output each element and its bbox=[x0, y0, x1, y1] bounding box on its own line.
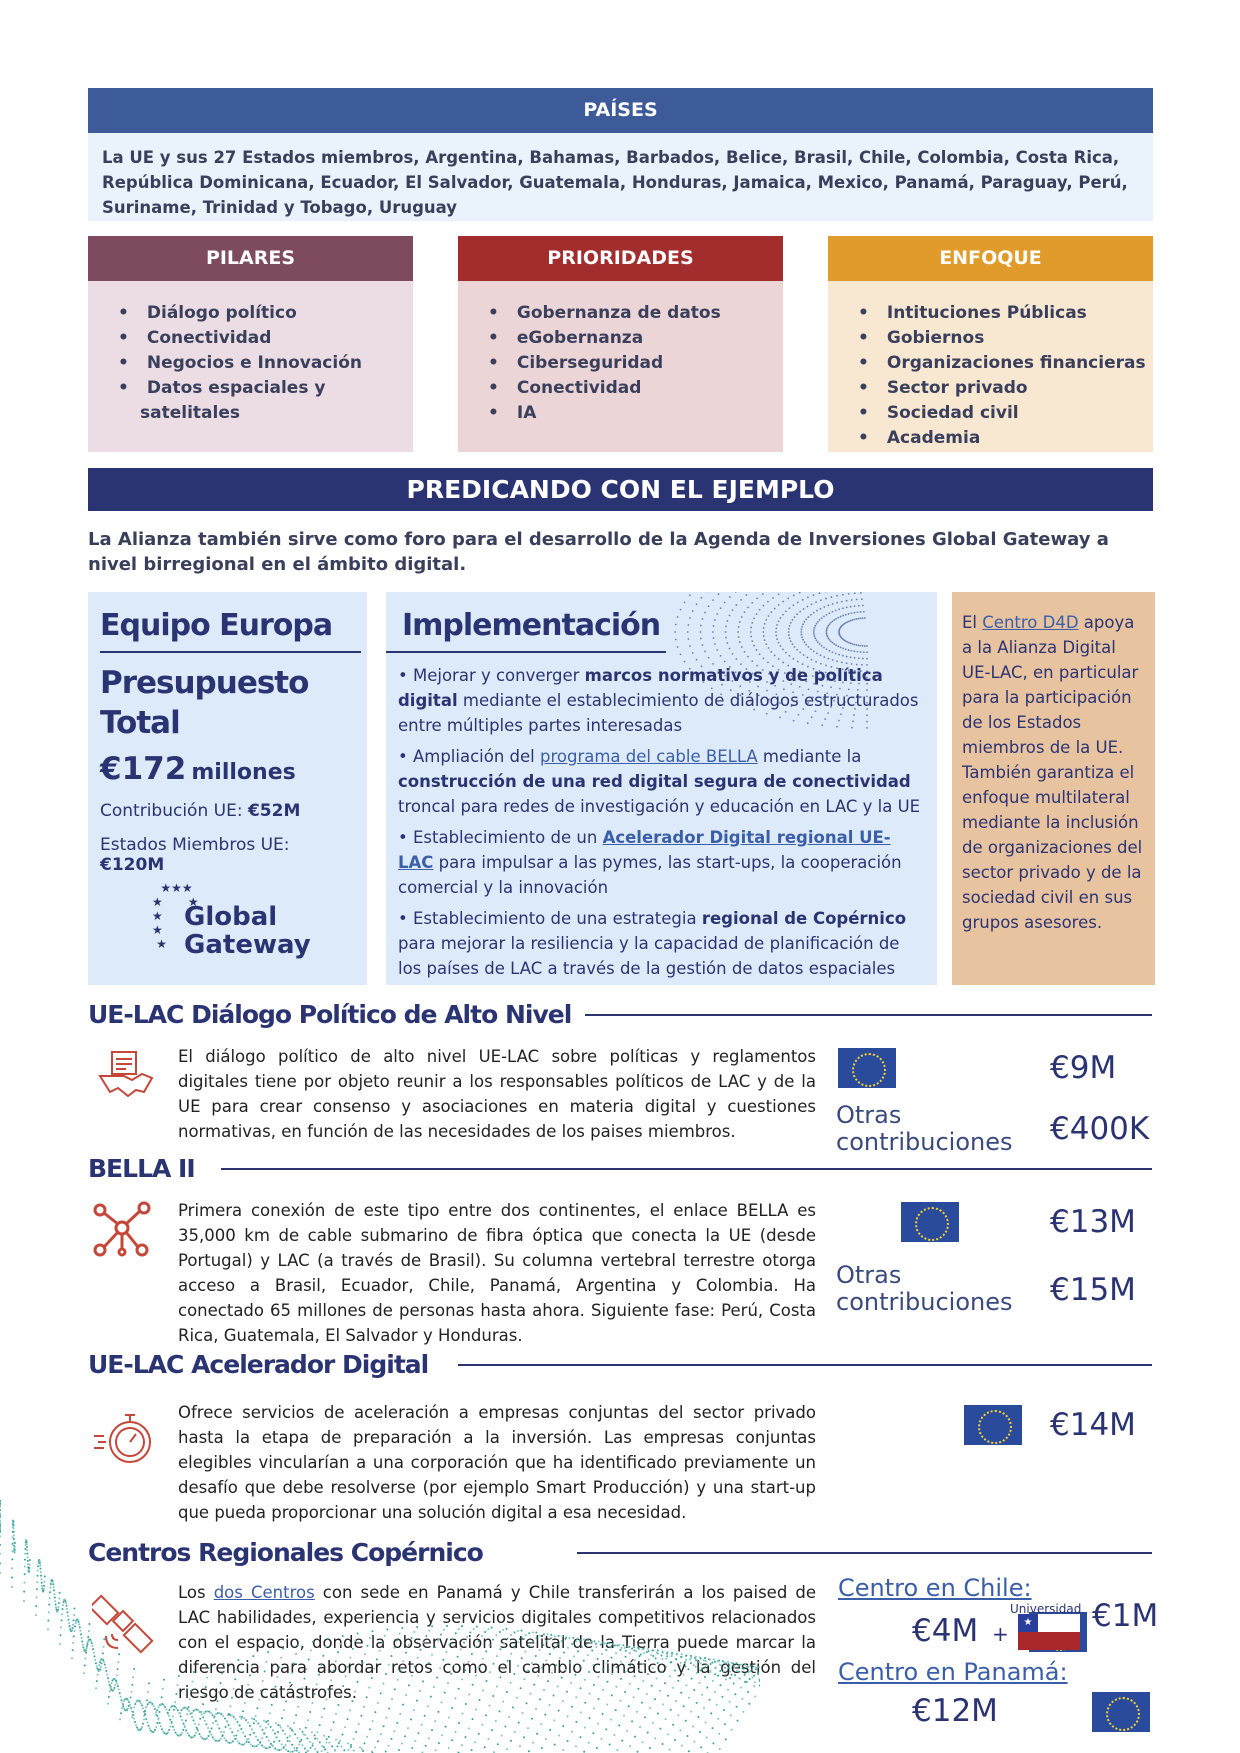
dialogo-otras-amount: €400K bbox=[1050, 1111, 1150, 1147]
contrib-label: Contribución UE: bbox=[100, 801, 248, 821]
pilares-header: PILARES bbox=[88, 236, 413, 281]
centro-d4d-link[interactable]: Centro D4D bbox=[982, 613, 1079, 632]
dos-centros-link[interactable]: dos Centros bbox=[213, 1583, 315, 1602]
equipo-europa-box: Equipo Europa Presupuesto Total €172 mil… bbox=[88, 592, 367, 985]
implementacion-box: Implementación • Mejorar y converger mar… bbox=[386, 592, 937, 985]
logo-stars-icon: ★★★ ★ ★ ★ ★ ★ bbox=[152, 881, 199, 951]
enfoque-box: ENFOQUE Intituciones PúblicasGobiernosOr… bbox=[828, 236, 1153, 452]
global-gateway-logo: ★★★ ★ ★ ★ ★ ★ Global Gateway bbox=[152, 881, 311, 960]
predicando-header: PREDICANDO CON EL EJEMPLO bbox=[88, 468, 1153, 511]
implementacion-title: Implementación bbox=[386, 592, 666, 653]
budget-amount: €172 bbox=[100, 751, 187, 787]
bella-eu-amount: €13M bbox=[1050, 1204, 1136, 1240]
contrib-value: €52M bbox=[247, 801, 301, 821]
dot-pattern-decoration bbox=[674, 592, 868, 729]
acelerador-link[interactable]: Acelerador Digital regional UE-LAC bbox=[398, 828, 891, 872]
prioridades-item: IA bbox=[488, 401, 783, 426]
chile-eu-amount: €4M bbox=[912, 1613, 979, 1649]
prioridades-box: PRIORIDADES Gobernanza de datoseGobernan… bbox=[458, 236, 783, 452]
bella-otras-amount: €15M bbox=[1050, 1272, 1136, 1308]
eu-flag-icon bbox=[901, 1202, 960, 1242]
section-copernico-text: Los dos Centros con sede en Panamá y Chi… bbox=[178, 1583, 817, 1702]
wave-dots-decoration bbox=[0, 1499, 760, 1753]
prioridades-item: eGobernanza bbox=[488, 326, 783, 351]
d4d-box: El Centro D4D apoya a la Alianza Digital… bbox=[952, 592, 1155, 985]
section-copernico-title: Centros Regionales Copérnico bbox=[88, 1538, 1152, 1567]
bella-link[interactable]: programa del cable BELLA bbox=[540, 747, 758, 766]
dialogo-otras-label: Otras contribuciones bbox=[836, 1101, 1013, 1156]
budget-unit: millones bbox=[191, 760, 296, 785]
acelerador-eu-amount: €14M bbox=[1050, 1407, 1136, 1443]
eu-flag-icon bbox=[838, 1048, 896, 1088]
enfoque-item: Sociedad civil bbox=[858, 401, 1153, 426]
panama-eu-amount: €12M bbox=[912, 1693, 998, 1729]
enfoque-item: Gobiernos bbox=[858, 326, 1153, 351]
universidad-label: Universidad bbox=[1010, 1602, 1082, 1616]
prioridades-item: Gobernanza de datos bbox=[488, 301, 783, 326]
section-bella-title: BELLA II bbox=[88, 1154, 1152, 1183]
dialogo-eu-amount: €9M bbox=[1050, 1050, 1117, 1086]
enfoque-header: ENFOQUE bbox=[828, 236, 1153, 281]
enfoque-item: Sector privado bbox=[858, 376, 1153, 401]
pilares-item: Datos espaciales y satelitales bbox=[118, 376, 413, 426]
satellite-icon bbox=[92, 1594, 154, 1654]
pilares-item: Negocios e Innovación bbox=[118, 351, 413, 376]
handshake-icon bbox=[98, 1051, 154, 1098]
prioridades-header: PRIORIDADES bbox=[458, 236, 783, 281]
paises-header: PAÍSES bbox=[88, 88, 1153, 133]
estados-value: €120M bbox=[100, 855, 165, 875]
impl-bullet-2: • Ampliación del programa del cable BELL… bbox=[398, 747, 921, 816]
section-dialogo-text: El diálogo político de alto nivel UE-LAC… bbox=[178, 1047, 816, 1141]
predicando-intro: La Alianza también sirve como foro para … bbox=[88, 529, 1109, 575]
enfoque-item: Organizaciones financieras bbox=[858, 351, 1153, 376]
impl-bullet-3: • Establecimiento de un Acelerador Digit… bbox=[398, 828, 902, 897]
enfoque-item: Academia bbox=[858, 426, 1153, 451]
impl-bullet-4: • Establecimiento de una estrategia regi… bbox=[398, 909, 907, 978]
chile-flag-icon: ★ bbox=[1018, 1614, 1080, 1650]
eu-flag-icon bbox=[1092, 1692, 1151, 1732]
section-acelerador-title: UE-LAC Acelerador Digital bbox=[88, 1350, 1152, 1379]
estados-label: Estados Miembros UE: bbox=[100, 835, 290, 855]
eu-flag-icon bbox=[964, 1405, 1023, 1445]
prioridades-item: Ciberseguridad bbox=[488, 351, 783, 376]
pilares-item: Conectividad bbox=[118, 326, 413, 351]
budget-title: Presupuesto Total bbox=[100, 665, 309, 741]
section-acelerador-text: Ofrece servicios de aceleración a empres… bbox=[178, 1403, 816, 1522]
plus-sign: + bbox=[992, 1622, 1009, 1646]
pilares-box: PILARES Diálogo políticoConectividadNego… bbox=[88, 236, 413, 452]
paises-text: La UE y sus 27 Estados miembros, Argenti… bbox=[88, 133, 1153, 221]
section-dialogo-title: UE-LAC Diálogo Político de Alto Nivel bbox=[88, 1000, 1152, 1029]
chile-uni-amount: €1M bbox=[1092, 1598, 1159, 1634]
network-icon bbox=[93, 1201, 151, 1257]
stopwatch-icon bbox=[94, 1414, 151, 1463]
enfoque-item: Intituciones Públicas bbox=[858, 301, 1153, 326]
equipo-title: Equipo Europa bbox=[100, 592, 361, 653]
centro-chile-label[interactable]: Centro en Chile: bbox=[838, 1574, 1032, 1602]
pilares-item: Diálogo político bbox=[118, 301, 413, 326]
centro-panama-label[interactable]: Centro en Panamá: bbox=[838, 1658, 1068, 1686]
prioridades-item: Conectividad bbox=[488, 376, 783, 401]
section-bella-text: Primera conexión de este tipo entre dos … bbox=[178, 1201, 816, 1345]
impl-bullet-1: • Mejorar y converger marcos normativos … bbox=[398, 666, 919, 735]
bella-otras-label: Otras contribuciones bbox=[836, 1261, 1013, 1316]
